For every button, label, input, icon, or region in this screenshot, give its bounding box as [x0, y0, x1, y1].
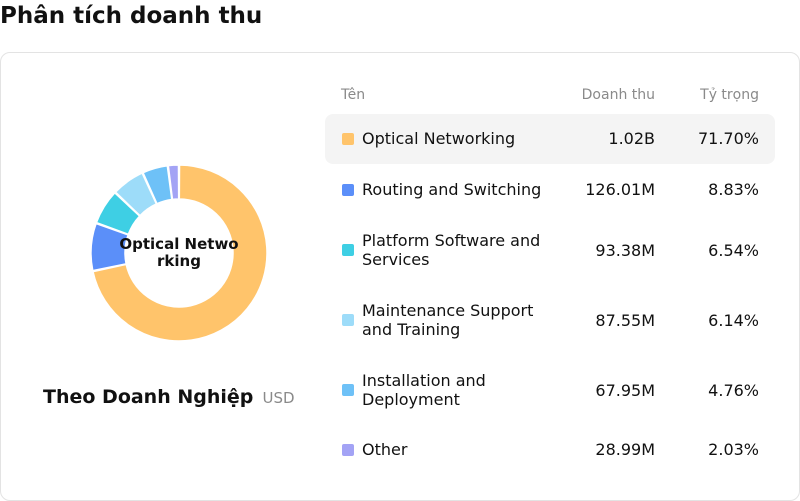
column-header-name: Tên [341, 87, 366, 103]
row-name: Optical Networking [362, 129, 516, 148]
donut-center-label: Optical Networking [119, 235, 239, 270]
row-revenue: 87.55M [595, 311, 655, 330]
donut-slice-platform-software-and-services[interactable] [95, 191, 141, 236]
row-share: 6.54% [708, 241, 759, 260]
row-revenue: 28.99M [595, 440, 655, 459]
donut-slice-maintenance-support-and-training[interactable] [114, 172, 158, 217]
row-revenue: 93.38M [595, 241, 655, 260]
table-row[interactable]: Platform Software and Services 93.38M 6.… [325, 215, 775, 285]
table-row[interactable]: Maintenance Support and Training 87.55M … [325, 285, 775, 355]
row-revenue: 1.02B [608, 129, 655, 148]
donut-slice-optical-networking[interactable] [92, 164, 268, 342]
row-share: 71.70% [697, 129, 759, 148]
donut-chart-area: Optical Networking [89, 163, 269, 343]
table-row[interactable]: Optical Networking 1.02B 71.70% [325, 114, 775, 164]
column-header-revenue: Doanh thu [581, 87, 655, 103]
row-share: 8.83% [708, 180, 759, 199]
row-revenue: 67.95M [595, 381, 655, 400]
table-row[interactable]: Installation and Deployment 67.95M 4.76% [325, 355, 775, 425]
donut-slice-other[interactable] [167, 164, 180, 201]
currency-label: USD [262, 389, 295, 407]
table-row[interactable]: Other 28.99M 2.03% [325, 425, 775, 475]
row-name: Other [362, 440, 408, 459]
column-header-share: Tỷ trọng [700, 87, 759, 103]
revenue-card: Optical Networking Theo Doanh Nghiệp USD… [0, 52, 800, 501]
row-name: Installation and Deployment [362, 371, 486, 409]
row-share: 2.03% [708, 440, 759, 459]
legend-swatch [342, 444, 354, 456]
breakdown-name: Theo Doanh Nghiệp [43, 386, 254, 408]
row-name: Platform Software and Services [362, 231, 541, 269]
legend-swatch [342, 184, 354, 196]
donut-chart[interactable] [89, 163, 269, 343]
legend-swatch [342, 244, 354, 256]
row-name: Routing and Switching [362, 180, 542, 199]
legend-swatch [342, 133, 354, 145]
breakdown-label: Theo Doanh Nghiệp USD [43, 386, 295, 408]
legend-swatch [342, 384, 354, 396]
page-title: Phân tích doanh thu [0, 3, 263, 29]
legend-swatch [342, 314, 354, 326]
donut-slice-routing-and-switching[interactable] [90, 222, 130, 272]
row-name: Maintenance Support and Training [362, 301, 534, 339]
row-revenue: 126.01M [585, 180, 655, 199]
table-row[interactable]: Routing and Switching 126.01M 8.83% [325, 165, 775, 215]
row-share: 4.76% [708, 381, 759, 400]
row-share: 6.14% [708, 311, 759, 330]
